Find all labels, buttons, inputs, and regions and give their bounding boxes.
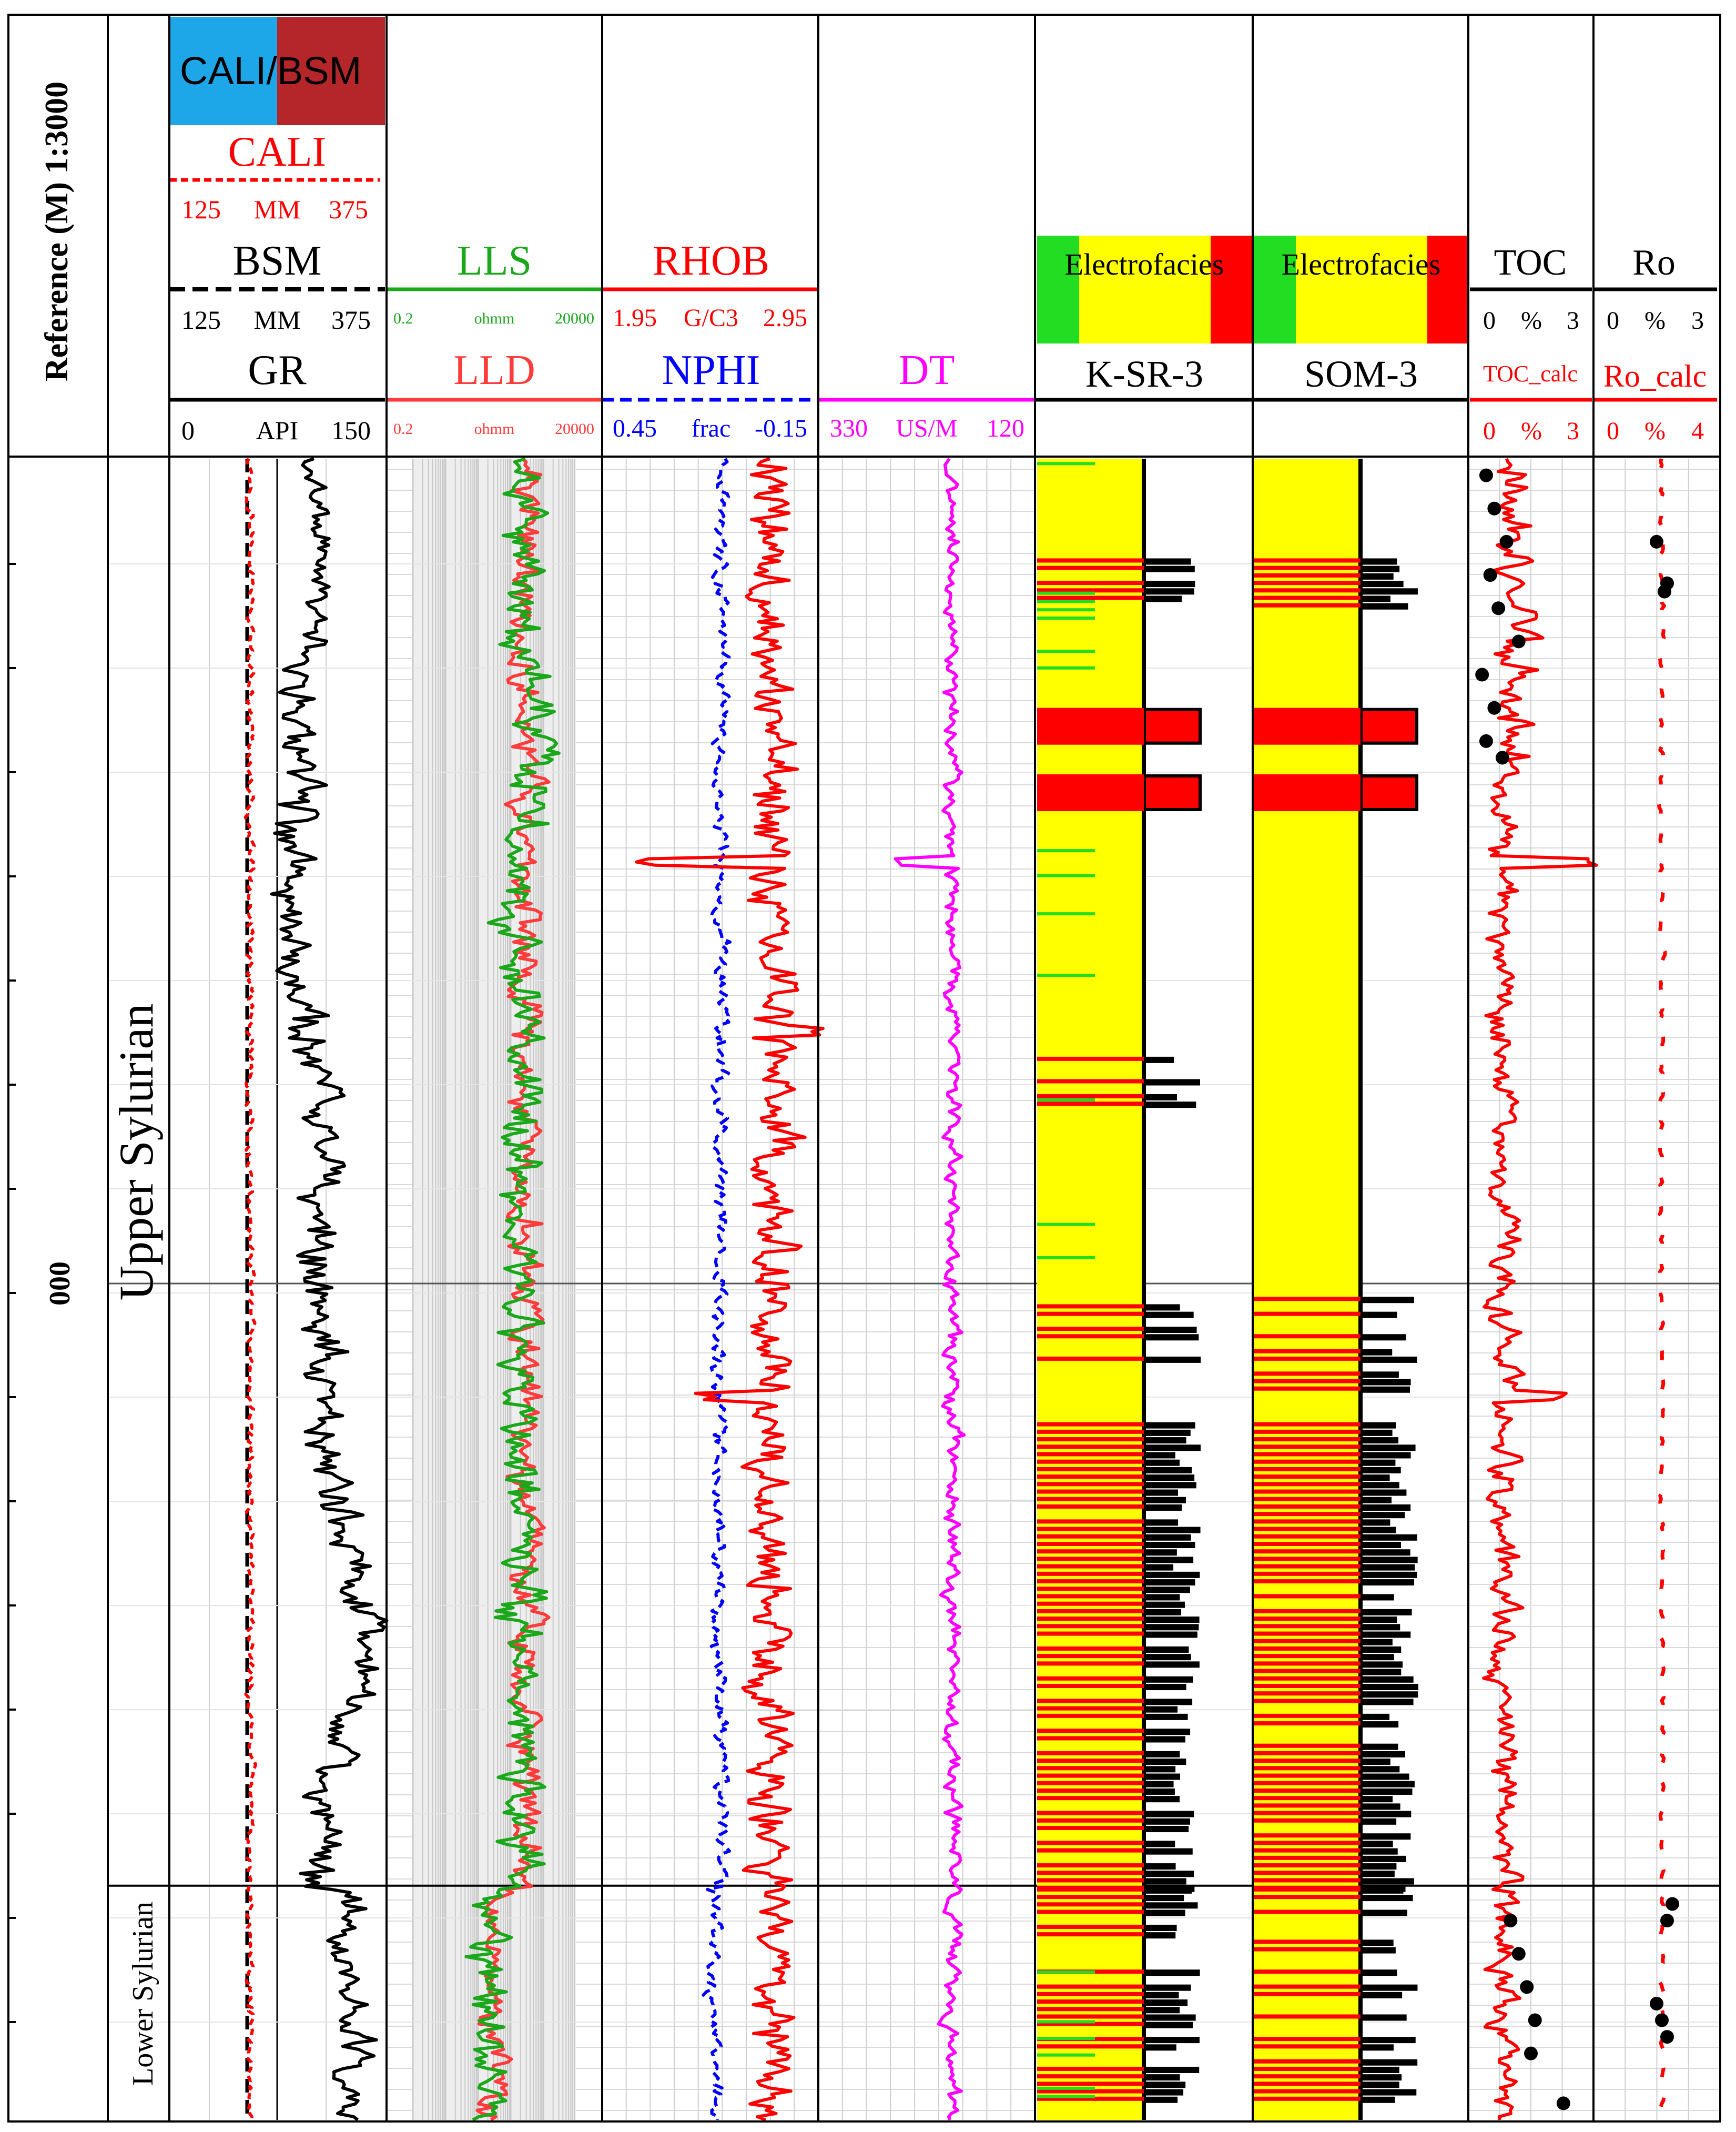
bsm-min: 125 <box>181 305 221 335</box>
bsm-fill-swatch <box>277 17 385 125</box>
rhob-unit: G/C3 <box>684 304 738 332</box>
ef1-green-streaks <box>1037 462 1095 2098</box>
toc-min: 0 <box>1483 307 1496 335</box>
ro-calc-min: 0 <box>1607 417 1619 445</box>
gr-curve <box>270 457 389 2121</box>
ef1-name: K-SR-3 <box>1085 353 1203 395</box>
ro-max: 3 <box>1691 307 1704 335</box>
zone-upper-label: Upper Sylurian <box>109 1004 163 1301</box>
nphi-curve <box>702 458 732 2120</box>
ef1-facies-track <box>1037 459 1202 2120</box>
toc-calc-min: 0 <box>1483 417 1496 445</box>
ro-calc-max: 4 <box>1691 417 1704 445</box>
dt-max: 120 <box>987 415 1024 442</box>
lls-name: LLS <box>457 238 532 284</box>
toc-name: TOC <box>1494 242 1567 283</box>
toc-core-point <box>1491 601 1506 615</box>
toc-core-point <box>1475 668 1489 682</box>
lls-max: 20000 <box>555 310 594 327</box>
zone-lower-label: Lower Sylurian <box>127 1902 159 2086</box>
rhob-name: RHOB <box>653 238 769 284</box>
gr-min: 0 <box>181 416 195 445</box>
ro-calc-curve <box>1657 458 1667 2121</box>
cali-fill-swatch <box>169 17 277 125</box>
toc-core-point <box>1483 568 1497 582</box>
toc-core-points <box>1475 468 1570 2110</box>
ro-core-point <box>1655 2013 1669 2027</box>
ef2-facies-track <box>1254 459 1418 2120</box>
ro-core-point <box>1658 584 1671 599</box>
nphi-max: -0.15 <box>755 415 807 442</box>
cali-bsm-right: BSM <box>277 49 361 93</box>
toc-core-point <box>1499 534 1514 549</box>
ef2-name: SOM-3 <box>1304 353 1418 395</box>
lld-max: 20000 <box>555 420 594 438</box>
nphi-name: NPHI <box>662 347 760 393</box>
reference-title: Reference (M) 1:3000 <box>39 82 75 381</box>
dt-name: DT <box>899 347 955 393</box>
cali-max: 375 <box>329 195 368 224</box>
dt-unit: US/M <box>896 415 957 442</box>
toc-core-point <box>1487 701 1501 715</box>
cali-unit: MM <box>254 195 301 224</box>
toc-core-point <box>1511 634 1526 649</box>
ro-core-point <box>1666 1897 1679 1911</box>
toc-max: 3 <box>1567 307 1579 335</box>
toc-core-point <box>1556 2096 1570 2110</box>
cali-min: 125 <box>181 195 221 224</box>
lld-unit: ohmm <box>474 420 515 438</box>
ro-core-points <box>1650 534 1679 2044</box>
nphi-min: 0.45 <box>613 415 657 442</box>
ro-core-point <box>1650 1996 1663 2010</box>
ro-unit: % <box>1644 307 1666 335</box>
gr-max: 150 <box>331 416 371 445</box>
bsm-max: 375 <box>331 305 371 335</box>
rhob-max: 2.95 <box>763 304 807 332</box>
ro-name: Ro <box>1632 242 1676 283</box>
ro-core-point <box>1660 1914 1674 1928</box>
rhob-min: 1.95 <box>613 304 657 332</box>
ef1-legend: Electrofacies <box>1065 247 1224 281</box>
toc-core-point <box>1520 1980 1534 1994</box>
nphi-unit: frac <box>692 415 731 442</box>
toc-calc-curve <box>1482 458 1598 2120</box>
lls-unit: ohmm <box>474 310 515 327</box>
ef2-legend: Electrofacies <box>1282 247 1441 281</box>
bsm-unit: MM <box>254 305 301 335</box>
ro-core-point <box>1650 534 1663 549</box>
ro-calc-name: Ro_calc <box>1603 359 1707 393</box>
toc-core-point <box>1487 501 1501 516</box>
dt-curve <box>894 458 966 2121</box>
toc-core-point <box>1511 1947 1526 1961</box>
bsm-name: BSM <box>233 238 322 284</box>
lld-name: LLD <box>453 347 535 393</box>
toc-unit: % <box>1521 307 1542 335</box>
cali-curve <box>243 458 257 2120</box>
ro-calc-unit: % <box>1644 417 1666 445</box>
toc-core-point <box>1524 2046 1538 2060</box>
toc-calc-unit: % <box>1521 417 1542 445</box>
toc-core-point <box>1479 468 1493 482</box>
ro-core-point <box>1660 2030 1674 2044</box>
lls-curve <box>464 457 561 2121</box>
toc-calc-max: 3 <box>1567 417 1579 445</box>
toc-core-point <box>1528 2013 1542 2027</box>
gr-name: GR <box>248 347 307 393</box>
toc-core-point <box>1504 1914 1518 1928</box>
ro-min: 0 <box>1607 307 1619 335</box>
dt-min: 330 <box>830 415 868 442</box>
lld-min: 0.2 <box>393 420 413 438</box>
lls-min: 0.2 <box>393 310 413 327</box>
toc-calc-name: TOC_calc <box>1483 361 1578 387</box>
cali-name: CALI <box>228 129 327 175</box>
toc-core-point <box>1479 734 1493 748</box>
rhob-curve <box>635 457 825 2121</box>
depth-mark: 000 <box>44 1261 76 1306</box>
toc-core-point <box>1495 751 1509 765</box>
gr-unit: API <box>256 416 299 445</box>
cali-bsm-left: CALI/ <box>180 49 278 93</box>
